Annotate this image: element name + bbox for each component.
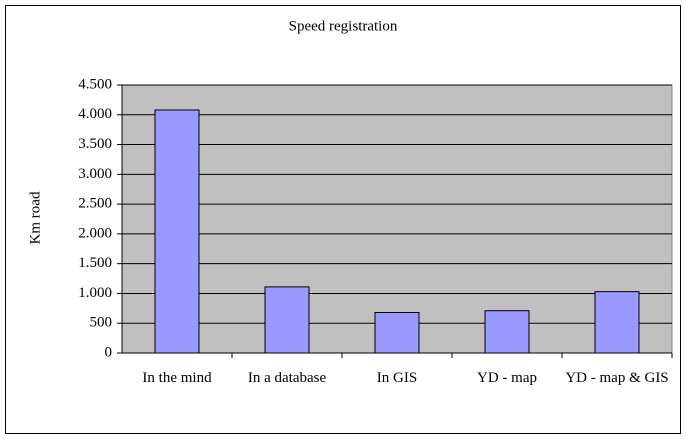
x-tick-label: YD - map & GIS <box>565 370 669 386</box>
chart-title: Speed registration <box>289 18 398 34</box>
plot-area <box>121 84 673 354</box>
y-axis-label: Km road <box>27 191 43 244</box>
y-tick-label: 2.000 <box>78 225 112 241</box>
y-tick-label: 1.000 <box>78 285 112 301</box>
y-tick-label: 4.500 <box>78 76 112 92</box>
bar <box>154 109 200 354</box>
x-tick-label: In the mind <box>142 370 212 386</box>
x-tick-label: YD - map <box>477 370 537 386</box>
bar <box>484 310 530 354</box>
x-tick-label: In GIS <box>376 370 418 386</box>
y-tick-label: 3.000 <box>78 166 112 182</box>
y-tick-label: 0 <box>105 344 113 360</box>
x-tick-label: In a database <box>247 370 327 386</box>
y-tick-label: 1.500 <box>78 255 112 271</box>
bar <box>264 286 310 354</box>
bar <box>374 312 420 354</box>
bar <box>594 291 640 354</box>
y-tick-label: 500 <box>90 315 113 331</box>
y-tick-label: 3.500 <box>78 136 112 152</box>
y-tick-label: 4.000 <box>78 106 112 122</box>
y-tick-label: 2.500 <box>78 196 112 212</box>
